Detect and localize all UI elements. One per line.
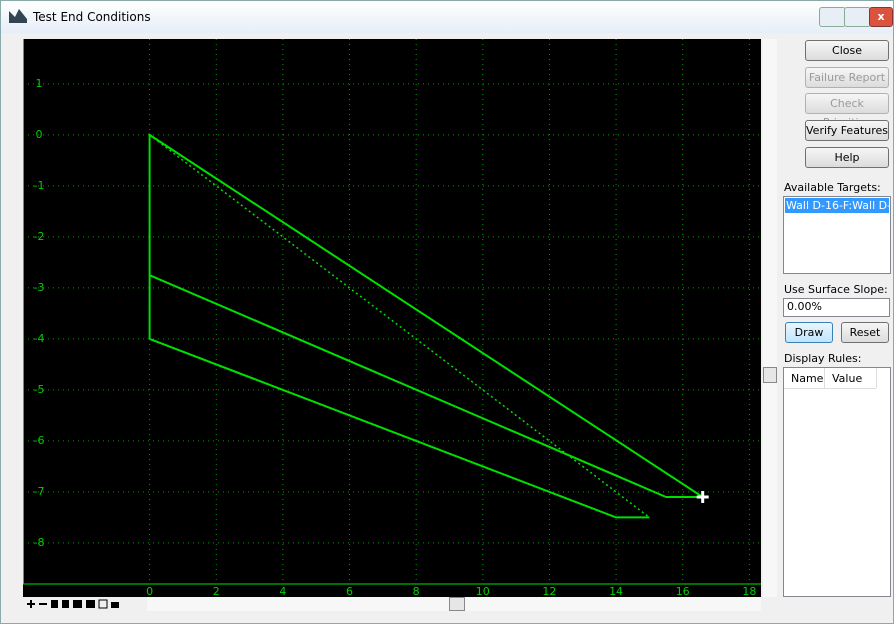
minimize[interactable] <box>819 7 846 27</box>
y-tick-label: -3 <box>34 281 45 294</box>
x-tick-label: 4 <box>279 585 286 597</box>
y-tick-label: 0 <box>36 128 43 141</box>
x-tick-label: 6 <box>346 585 353 597</box>
x-tick-label: 2 <box>213 585 220 597</box>
plot-area: 1 0 -1 -2 -3 -4 -5 -6 -7 -8 0 2 4 6 8 10 12 14 16 18 <box>23 39 761 598</box>
v-scrollbar[interactable] <box>763 39 777 597</box>
x-tick-label: 14 <box>609 585 623 597</box>
toolbar[interactable] <box>27 598 145 610</box>
y-tick-label: -1 <box>34 179 45 192</box>
help-button[interactable]: Help <box>805 147 889 168</box>
check-priorities-button[interactable]: Check Priorities <box>805 93 889 129</box>
y-tick-label: -6 <box>34 434 45 447</box>
failure-report-button[interactable]: Failure Report <box>805 67 889 88</box>
x-tick-label: 16 <box>676 585 690 597</box>
profile-line <box>148 133 707 499</box>
h-scrollbar[interactable] <box>147 597 761 611</box>
rules-table[interactable]: Name Value <box>783 367 891 597</box>
y-tick-label: -4 <box>34 332 45 345</box>
profile-line <box>149 337 650 519</box>
close-window[interactable]: x <box>869 7 893 27</box>
x-tick-label: 10 <box>476 585 490 597</box>
cursor-marker <box>696 491 709 504</box>
rules-label: Display Rules: <box>784 352 862 365</box>
maximize[interactable] <box>844 7 871 27</box>
y-tick-label: -8 <box>34 536 45 549</box>
close-button[interactable]: Close <box>805 40 889 61</box>
title-bar: Test End Conditions x <box>1 1 893 33</box>
y-tick-label: -7 <box>34 485 45 498</box>
rules-header: Name Value <box>784 368 877 389</box>
window-title: Test End Conditions <box>33 10 151 24</box>
column-header: Name <box>791 372 824 385</box>
targets-list[interactable]: Wall D-16-F:Wall D-16 <box>783 196 891 274</box>
app-icon <box>9 9 27 23</box>
target-item[interactable]: Wall D-16-F:Wall D-16 <box>785 198 889 213</box>
y-tick-label: -5 <box>34 383 45 396</box>
x-tick-label: 12 <box>542 585 556 597</box>
profile-line <box>149 134 650 519</box>
plot: 10-1-2-3-4-5-6-7-80 2 4 6 8 10 12 14 16 18 <box>23 39 761 598</box>
column-header: Value <box>832 372 863 385</box>
x-tick-label: 8 <box>413 585 420 597</box>
draw-button[interactable]: Draw <box>785 322 833 343</box>
slope-label: Use Surface Slope: <box>784 283 888 296</box>
targets-label: Available Targets: <box>784 181 881 194</box>
y-tick-label: -2 <box>34 230 45 243</box>
x-tick-label: 18 <box>742 585 756 597</box>
reset-button[interactable]: Reset <box>841 322 889 343</box>
verify-features-button[interactable]: Verify Features <box>805 120 889 141</box>
slope-input[interactable]: 0.00% <box>783 298 890 317</box>
y-tick-label: 1 <box>36 77 43 90</box>
x-tick-label: 0 <box>146 585 153 597</box>
